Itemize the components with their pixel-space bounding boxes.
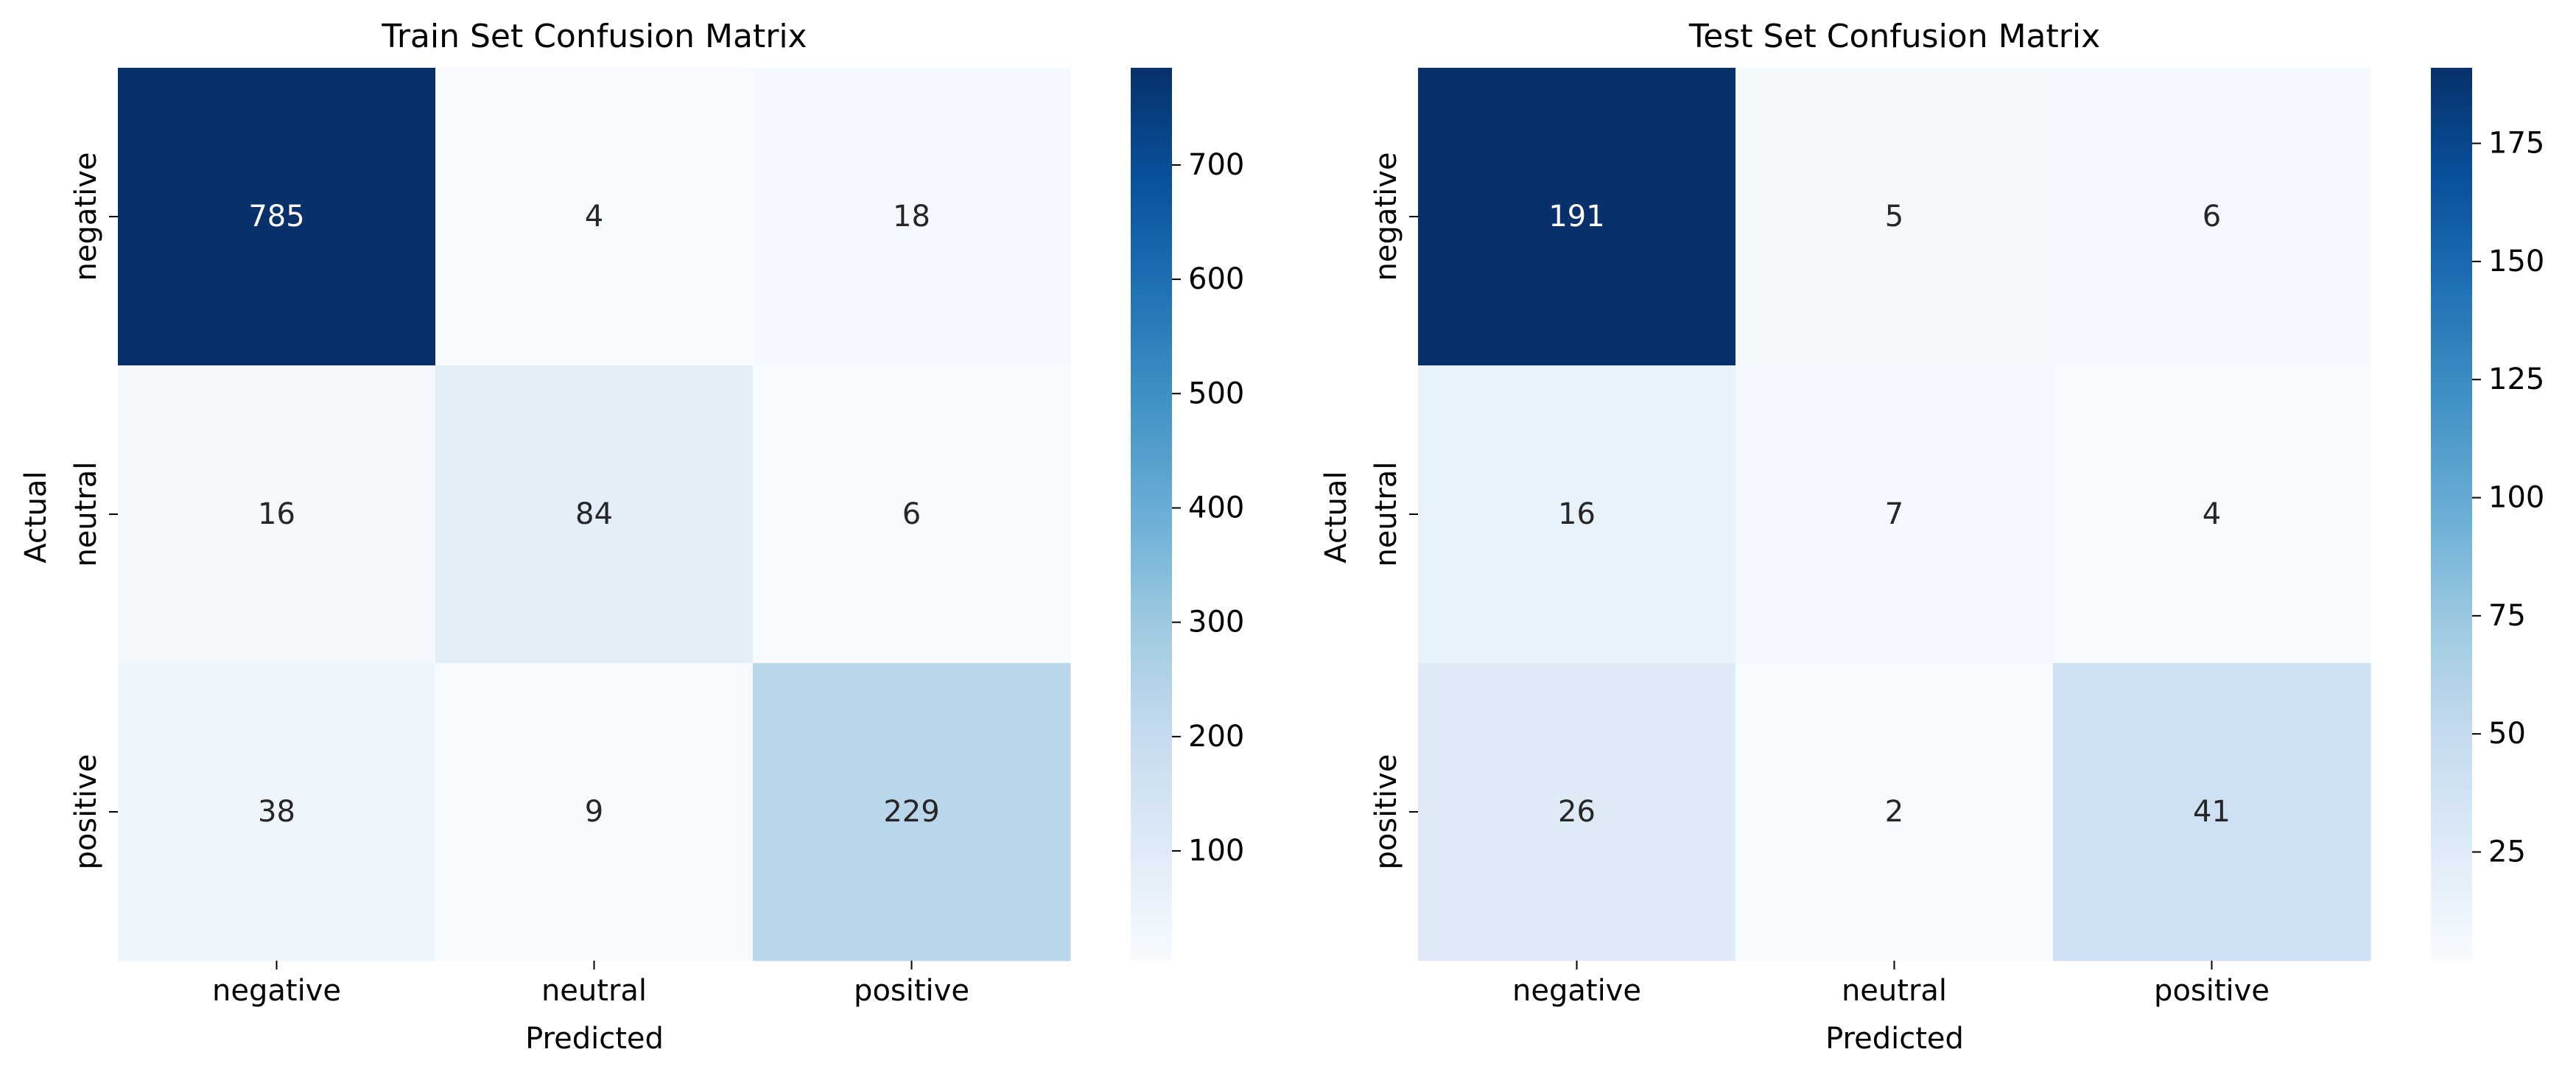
chart-title: Train Set Confusion Matrix [381, 18, 807, 55]
x-tick-label: positive [2154, 974, 2270, 1008]
cell-value-label: 785 [248, 200, 304, 234]
cell-value-label: 18 [893, 200, 930, 234]
x-tick-label: positive [854, 974, 969, 1008]
cell-value-label: 6 [2203, 200, 2221, 234]
cell-value-label: 191 [1548, 200, 1604, 234]
y-tick-label: negative [1369, 152, 1403, 281]
cell-value-label: 7 [1885, 497, 1903, 531]
colorbar-gradient [1131, 68, 1172, 961]
heatmap-cell [118, 68, 436, 366]
heatmap-cell [435, 68, 754, 366]
heatmap-cells: 785 4 18 16 84 6 38 9 229 [118, 68, 1071, 961]
heatmap-cell [1418, 365, 1736, 664]
colorbar-tick-label: 50 [2488, 717, 2526, 751]
heatmap-cell [2053, 365, 2371, 664]
chart-title: Test Set Confusion Matrix [1688, 18, 2100, 55]
y-tick-label: neutral [1369, 461, 1403, 567]
x-tick-label: neutral [1842, 974, 1947, 1008]
heatmap-cell [753, 365, 1071, 664]
cell-value-label: 84 [575, 497, 613, 531]
cell-value-label: 229 [883, 795, 939, 829]
heatmap-cell [435, 365, 754, 664]
colorbar-tick-label: 300 [1188, 606, 1244, 639]
cell-value-label: 4 [585, 200, 603, 234]
heatmap-cells: 191 5 6 16 7 4 26 2 41 [1418, 68, 2371, 961]
x-axis-label: Predicted [1825, 1022, 1964, 1056]
colorbar-tick-label: 125 [2488, 362, 2544, 396]
colorbar-tick-label: 500 [1188, 376, 1244, 410]
y-axis-label: Actual [1319, 471, 1353, 563]
colorbar-tick-label: 175 [2488, 127, 2544, 161]
heatmap-cell [118, 663, 436, 961]
x-tick-label: neutral [541, 974, 647, 1008]
x-axis: negative neutral positive [1512, 961, 2270, 1008]
heatmap-cell [1418, 663, 1736, 961]
x-axis-label: Predicted [525, 1022, 664, 1056]
heatmap-cell [1418, 68, 1736, 366]
y-axis: negative neutral positive [1369, 152, 1418, 870]
y-tick-label: neutral [69, 461, 103, 567]
heatmap-cell [435, 663, 754, 961]
heatmap-cell [1736, 68, 2054, 366]
colorbar-tick-label: 200 [1188, 720, 1244, 754]
y-axis: negative neutral positive [69, 152, 118, 870]
colorbar-tick-label: 600 [1188, 262, 1244, 296]
cell-value-label: 16 [258, 497, 295, 531]
colorbar-tick-label: 100 [2488, 481, 2544, 515]
heatmap-cell [2053, 68, 2371, 366]
y-tick-label: positive [1369, 754, 1403, 870]
colorbar: 25 50 75 100 125 150 175 [2431, 68, 2544, 961]
y-tick-label: negative [69, 152, 103, 281]
x-tick-label: negative [212, 974, 341, 1008]
cell-value-label: 6 [902, 497, 921, 531]
colorbar-tick-label: 25 [2488, 835, 2526, 869]
heatmap-cell [1736, 365, 2054, 664]
cell-value-label: 5 [1885, 200, 1903, 234]
cell-value-label: 26 [1558, 795, 1596, 829]
cell-value-label: 16 [1558, 497, 1596, 531]
colorbar-tick-label: 700 [1188, 148, 1244, 182]
heatmap-cell [1736, 663, 2054, 961]
cell-value-label: 9 [585, 795, 603, 829]
heatmap-cell [118, 365, 436, 664]
heatmap-cell [2053, 663, 2371, 961]
cell-value-label: 4 [2203, 497, 2221, 531]
colorbar-tick-label: 400 [1188, 491, 1244, 525]
heatmap-panel-train: Train Set Confusion Matrix 785 4 18 16 84 6 38… [19, 18, 1244, 1056]
cell-value-label: 38 [258, 795, 295, 829]
colorbar-tick-label: 150 [2488, 245, 2544, 278]
x-axis: negative neutral positive [212, 961, 969, 1008]
colorbar-gradient [2431, 68, 2472, 961]
colorbar-tick-label: 75 [2488, 599, 2526, 633]
heatmap-cell [753, 68, 1071, 366]
cell-value-label: 41 [2193, 795, 2231, 829]
colorbar: 100 200 300 400 500 600 700 [1131, 68, 1244, 961]
heatmap-cell [753, 663, 1071, 961]
heatmap-panel-test: Test Set Confusion Matrix 191 5 6 16 7 4 26 2 41… [1319, 18, 2544, 1056]
y-axis-label: Actual [19, 471, 53, 563]
x-tick-label: negative [1512, 974, 1641, 1008]
colorbar-tick-label: 100 [1188, 834, 1244, 868]
cell-value-label: 2 [1885, 795, 1903, 829]
y-tick-label: positive [69, 754, 103, 870]
